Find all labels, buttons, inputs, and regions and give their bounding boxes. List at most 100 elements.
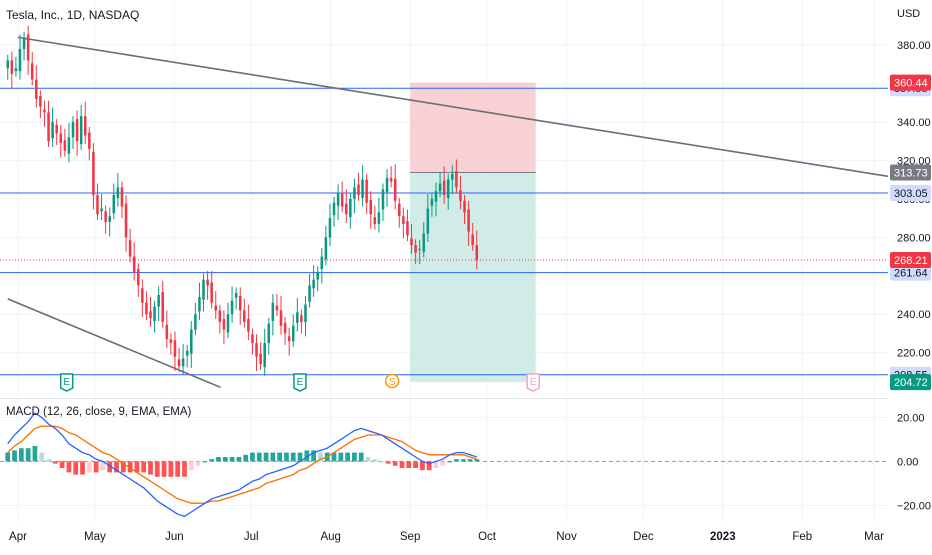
event-marker-badge bbox=[384, 373, 400, 389]
candle-body bbox=[194, 314, 197, 330]
macd-histogram-bar bbox=[66, 461, 72, 473]
macd-histogram-bar bbox=[440, 461, 446, 466]
candle-body bbox=[451, 173, 454, 180]
candle-body bbox=[47, 112, 50, 142]
macd-histogram-bar bbox=[358, 452, 364, 462]
candle-body bbox=[320, 256, 324, 270]
event-marker-label: S bbox=[389, 377, 396, 388]
macd-histogram-bar bbox=[297, 452, 303, 462]
candle-body bbox=[35, 79, 38, 99]
candle-body bbox=[226, 314, 230, 333]
macd-histogram-bar bbox=[134, 461, 140, 473]
macd-histogram-bar bbox=[209, 459, 215, 462]
candle-body bbox=[96, 195, 99, 215]
macd-histogram-bar bbox=[263, 452, 269, 462]
candle-body bbox=[149, 311, 152, 319]
candle-body bbox=[128, 240, 132, 257]
candle-body bbox=[389, 177, 393, 182]
candle-body bbox=[22, 37, 26, 49]
candle-body bbox=[275, 305, 279, 311]
candle-body bbox=[434, 191, 438, 202]
macd-histogram-bar bbox=[460, 459, 466, 462]
candle-body bbox=[112, 195, 116, 214]
macd-histogram-bar bbox=[216, 457, 221, 462]
macd-histogram-bar bbox=[127, 461, 133, 473]
candle-body bbox=[6, 60, 10, 69]
candle-body bbox=[340, 193, 344, 207]
macd-histogram-bar bbox=[277, 452, 283, 462]
macd-histogram-bar bbox=[386, 461, 391, 464]
candle-body bbox=[402, 216, 405, 224]
candle-body bbox=[141, 288, 144, 303]
candle-body bbox=[385, 177, 389, 193]
macd-histogram-bar bbox=[100, 461, 106, 471]
candle-body bbox=[475, 245, 479, 261]
trendline bbox=[17, 36, 889, 178]
candle-body bbox=[463, 200, 466, 213]
candle-body bbox=[332, 202, 336, 216]
macd-histogram-bar bbox=[120, 461, 126, 473]
candle-body bbox=[18, 48, 22, 72]
candle-body bbox=[230, 300, 234, 315]
macd-histogram-bar bbox=[372, 459, 378, 462]
candle-body bbox=[259, 353, 262, 365]
currency-label: USD bbox=[897, 8, 921, 20]
candle-body bbox=[132, 256, 136, 272]
candle-body bbox=[459, 190, 462, 201]
macd-histogram-bar bbox=[5, 452, 11, 462]
event-marker-s: S bbox=[384, 373, 400, 389]
candle-body bbox=[222, 319, 226, 330]
candle-body bbox=[26, 34, 30, 61]
candle-body bbox=[14, 68, 18, 72]
price-axis[interactable] bbox=[888, 0, 932, 550]
macd-histogram-bar bbox=[161, 461, 167, 477]
candle-body bbox=[190, 329, 193, 354]
macd-histogram-bar bbox=[59, 461, 65, 468]
candle-body bbox=[92, 151, 95, 196]
candle-body bbox=[426, 208, 430, 234]
candle-body bbox=[206, 279, 209, 286]
macd-histogram-bar bbox=[52, 461, 58, 464]
macd-histogram-bar bbox=[304, 450, 310, 462]
candle-body bbox=[349, 198, 352, 218]
candle-body bbox=[55, 124, 58, 134]
candle-body bbox=[153, 306, 156, 321]
macd-histogram-bar bbox=[270, 452, 276, 462]
event-marker-badge bbox=[59, 373, 74, 392]
macd-histogram-bar bbox=[447, 461, 452, 463]
macd-histogram-bar bbox=[236, 457, 242, 462]
candle-body bbox=[255, 343, 258, 357]
macd-title: MACD (12, 26, close, 9, EMA, EMA) bbox=[6, 406, 192, 418]
candle-body bbox=[393, 178, 397, 201]
candle-body bbox=[51, 121, 54, 139]
candle-body bbox=[328, 218, 332, 238]
macd-histogram-bar bbox=[25, 448, 31, 462]
macd-histogram-bar bbox=[467, 459, 473, 462]
candle-body bbox=[369, 199, 372, 215]
candle-body bbox=[381, 189, 385, 210]
macd-histogram-bar bbox=[141, 461, 147, 473]
macd-histogram-bar bbox=[175, 461, 181, 477]
macd-signal-line bbox=[7, 425, 478, 504]
candle-body bbox=[279, 310, 283, 326]
candle-body bbox=[145, 302, 148, 315]
macd-histogram-bar bbox=[318, 452, 323, 462]
candle-body bbox=[243, 310, 246, 322]
macd-histogram-bar bbox=[32, 446, 38, 462]
candle-body bbox=[271, 302, 275, 321]
candle-body bbox=[345, 203, 348, 215]
candle-body bbox=[296, 312, 299, 323]
macd-histogram-bar bbox=[426, 461, 432, 471]
candle-body bbox=[365, 179, 368, 203]
candle-body bbox=[75, 119, 79, 142]
candle-body bbox=[214, 305, 218, 311]
macd-histogram-bar bbox=[73, 461, 79, 475]
macd-histogram-bar bbox=[229, 457, 235, 462]
macd-histogram-bar bbox=[290, 452, 296, 462]
candle-body bbox=[251, 334, 254, 344]
candle-body bbox=[177, 359, 181, 367]
candle-body bbox=[357, 184, 360, 196]
macd-histogram-bar bbox=[168, 461, 174, 477]
